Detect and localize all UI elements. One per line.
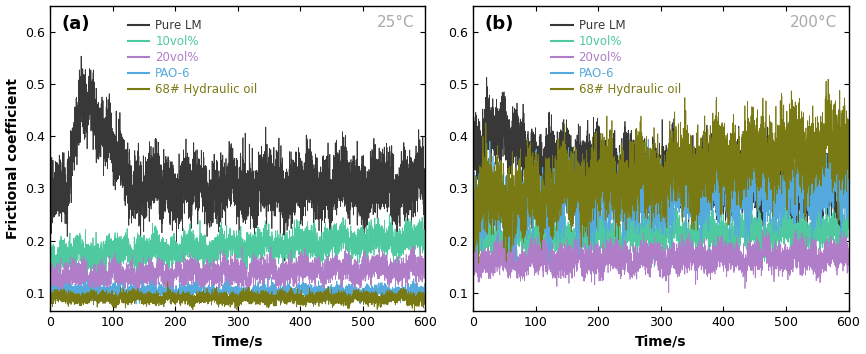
Text: 25°C: 25°C [377,15,414,30]
Text: 200°C: 200°C [790,15,837,30]
Y-axis label: Frictional coefficient: Frictional coefficient [5,78,20,239]
X-axis label: Time/s: Time/s [635,335,687,348]
Text: (a): (a) [61,15,90,33]
Legend: Pure LM, 10vol%, 20vol%, PAO-6, 68# Hydraulic oil: Pure LM, 10vol%, 20vol%, PAO-6, 68# Hydr… [124,15,262,101]
Text: (b): (b) [484,15,514,33]
Legend: Pure LM, 10vol%, 20vol%, PAO-6, 68# Hydraulic oil: Pure LM, 10vol%, 20vol%, PAO-6, 68# Hydr… [546,15,686,101]
X-axis label: Time/s: Time/s [212,335,263,348]
